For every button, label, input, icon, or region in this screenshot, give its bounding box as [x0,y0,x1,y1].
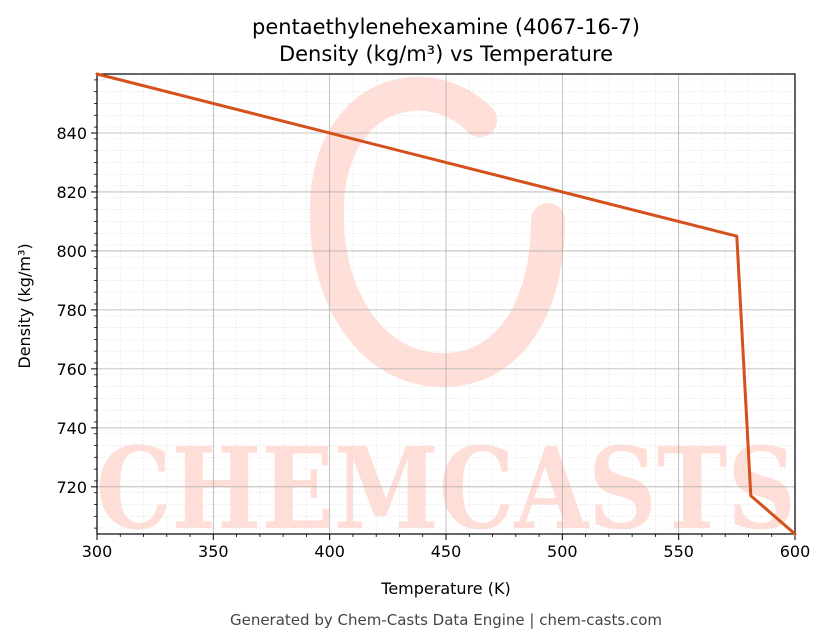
footer-credit: Generated by Chem-Casts Data Engine | ch… [230,611,662,629]
density-series-line [95,72,797,536]
y-tick-label: 820 [56,183,87,202]
x-tick-label: 350 [198,542,229,561]
watermark-swirl [309,76,565,388]
chart-subtitle: Density (kg/m³) vs Temperature [279,42,613,66]
y-tick-label: 780 [56,301,87,320]
y-tick-label: 840 [56,124,87,143]
axis-ticks [91,79,796,540]
x-tick-labels: 300 350 400 450 500 550 600 [82,542,811,561]
y-tick-label: 800 [56,242,87,261]
x-axis-label: Temperature (K) [380,579,510,598]
series-layer [95,72,797,536]
x-tick-label: 600 [780,542,811,561]
y-tick-labels: 720 740 760 780 800 820 840 [56,124,87,497]
y-tick-label: 720 [56,478,87,497]
x-tick-label: 450 [431,542,462,561]
y-tick-label: 740 [56,419,87,438]
x-tick-label: 300 [82,542,113,561]
x-tick-label: 500 [547,542,578,561]
y-axis-label: Density (kg/m³) [15,243,34,368]
x-tick-label: 550 [663,542,694,561]
x-tick-label: 400 [314,542,345,561]
y-tick-label: 760 [56,360,87,379]
chart-title: pentaethylenehexamine (4067-16-7) [252,15,640,39]
